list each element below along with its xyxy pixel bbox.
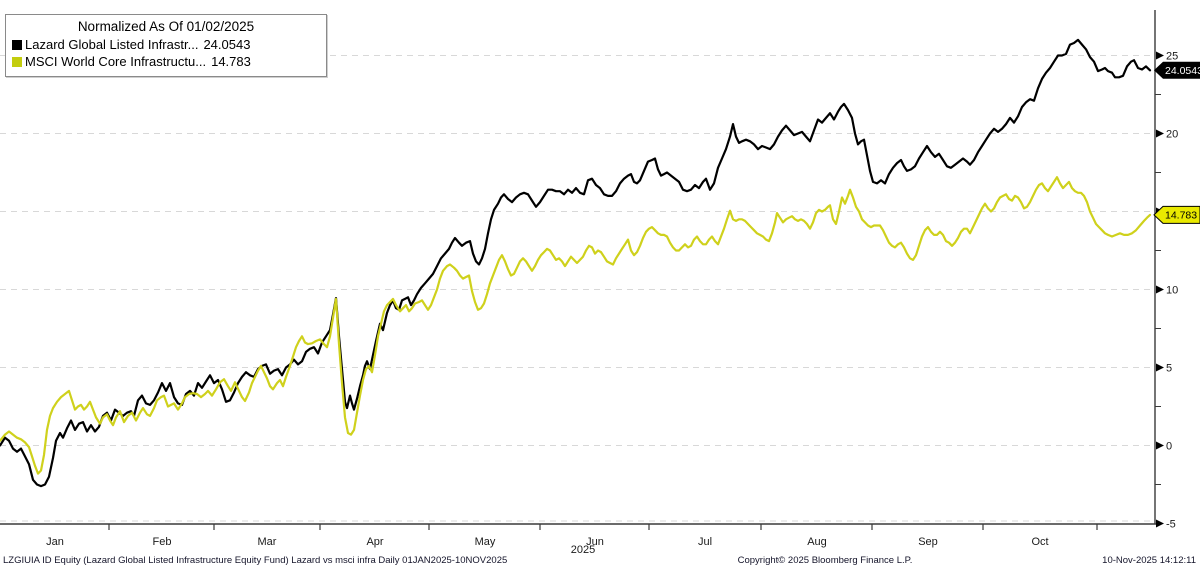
- last-price-badge-label: 24.0543: [1165, 65, 1200, 77]
- y-axis-tick-arrow: [1156, 519, 1164, 528]
- legend-label-lazard: Lazard Global Listed Infrastr...: [25, 37, 199, 52]
- series-line-lazard: [0, 38, 1152, 488]
- series-line-msci: [0, 176, 1152, 475]
- last-price-badge-label: 14.783: [1165, 210, 1197, 222]
- x-axis-month-label: Sep: [918, 536, 938, 548]
- x-axis-month-label: May: [475, 536, 496, 548]
- legend-label-msci: MSCI World Core Infrastructu...: [25, 54, 207, 69]
- legend: Normalized As Of 01/02/2025 Lazard Globa…: [5, 14, 327, 77]
- series-swatch-msci: [12, 56, 22, 67]
- x-axis-month-label: Jan: [46, 536, 64, 548]
- footer-description: LZGIUIA ID Equity (Lazard Global Listed …: [3, 555, 508, 566]
- footer-copyright: Copyright© 2025 Bloomberg Finance L.P.: [737, 555, 913, 566]
- x-axis-month-label: Feb: [153, 536, 172, 548]
- x-axis-month-label: Mar: [258, 536, 277, 548]
- y-axis-tick-label: 5: [1166, 363, 1172, 375]
- x-axis-month-label: Aug: [807, 536, 827, 548]
- status-bar: LZGIUIA ID Equity (Lazard Global Listed …: [0, 553, 1200, 569]
- x-axis-month-label: Jun: [586, 536, 604, 548]
- y-axis-tick-arrow: [1156, 285, 1164, 294]
- legend-value-lazard: 24.0543: [203, 37, 251, 52]
- y-axis-tick-label: 20: [1166, 129, 1178, 141]
- legend-title: Normalized As Of 01/02/2025: [77, 19, 255, 34]
- y-axis-tick-label: 0: [1166, 441, 1172, 453]
- last-price-badge: [1153, 205, 1200, 224]
- y-axis-tick-label: -5: [1166, 519, 1176, 531]
- y-axis-tick-label: 10: [1166, 285, 1178, 297]
- legend-item-lazard[interactable]: Lazard Global Listed Infrastr... 24.0543: [12, 36, 320, 53]
- last-price-badge: [1154, 61, 1200, 79]
- legend-item-msci[interactable]: MSCI World Core Infrastructu... 14.783: [12, 53, 320, 70]
- x-axis-year-label: 2025: [571, 544, 595, 556]
- x-axis-month-label: Apr: [366, 536, 383, 548]
- y-axis-tick-arrow: [1156, 441, 1164, 450]
- x-axis-month-label: Oct: [1031, 536, 1048, 548]
- legend-value-msci: 14.783: [211, 54, 251, 69]
- y-axis-tick-label: 25: [1166, 51, 1178, 63]
- footer-timestamp: 10-Nov-2025 14:12:11: [1102, 555, 1196, 566]
- series-swatch-lazard: [12, 39, 22, 50]
- y-axis-tick-arrow: [1156, 363, 1164, 372]
- y-axis-tick-arrow: [1156, 51, 1164, 60]
- x-axis-month-label: Jul: [698, 536, 712, 548]
- y-axis-tick-arrow: [1156, 129, 1164, 138]
